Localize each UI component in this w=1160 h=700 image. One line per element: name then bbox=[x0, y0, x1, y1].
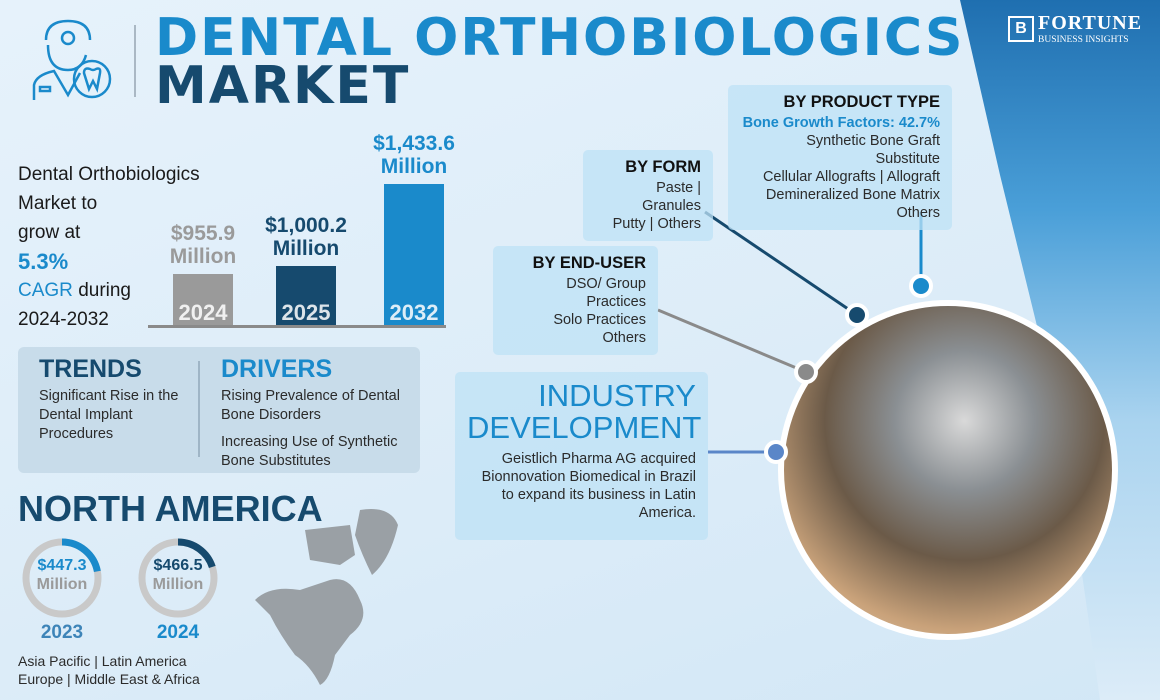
bar-2032: 2032 bbox=[384, 184, 444, 326]
callout-line: Demineralized Bone Matrix bbox=[765, 187, 940, 203]
callout-line: Solo Practices bbox=[553, 312, 646, 328]
forecast-period: 2024-2032 bbox=[18, 309, 109, 330]
donut-value: $466.5 bbox=[153, 557, 203, 574]
driver-item: Rising Prevalence of Dental Bone Disorde… bbox=[221, 388, 400, 423]
callout-line: DSO/ Group Practices bbox=[566, 276, 646, 310]
trend-item: Significant Rise in the Dental Implant P… bbox=[39, 388, 179, 442]
dot-product bbox=[909, 274, 933, 298]
callout-title: BY PRODUCT TYPE bbox=[783, 93, 940, 111]
product-highlight: Bone Growth Factors: 42.7% bbox=[742, 115, 940, 131]
title-line2: MARKET bbox=[155, 56, 411, 116]
dental-xray-photo bbox=[778, 300, 1118, 640]
donut-ring bbox=[22, 538, 102, 618]
dentist-icon bbox=[32, 19, 112, 100]
cagr-label: CAGR bbox=[18, 280, 73, 301]
intro-line: grow at bbox=[18, 222, 81, 243]
bar-value-label: $1,433.6 Million bbox=[373, 132, 455, 178]
region-title: NORTH AMERICA bbox=[18, 488, 323, 529]
industry-title: INDUSTRY bbox=[538, 378, 696, 413]
bar-2024: 2024 bbox=[173, 274, 233, 326]
donut-ring bbox=[138, 538, 218, 618]
chart-baseline bbox=[148, 325, 446, 328]
callout-title: BY END-USER bbox=[532, 254, 646, 272]
bar-value-label: $955.9 Million bbox=[169, 222, 237, 269]
dot-industry bbox=[764, 440, 788, 464]
trends-drivers-box: TRENDS Significant Rise in the Dental Im… bbox=[18, 347, 420, 473]
intro-text: Dental Orthobiologics Market to grow at … bbox=[18, 160, 200, 334]
drivers-title: DRIVERS bbox=[221, 355, 333, 383]
donut-2023: $447.3 Million 2023 bbox=[18, 534, 106, 643]
dot-form bbox=[845, 303, 869, 327]
bar-value-label: $1,000.2 Million bbox=[265, 214, 347, 261]
callout-line: Others bbox=[602, 330, 646, 346]
donut-year: 2023 bbox=[40, 622, 84, 643]
callout-line: Paste | Granules bbox=[642, 180, 701, 214]
connector-end-user bbox=[657, 308, 807, 374]
dot-end-user bbox=[794, 360, 818, 384]
callout-line: Others bbox=[896, 205, 940, 221]
other-regions: Asia Pacific | Latin America bbox=[18, 653, 187, 669]
driver-item: Increasing Use of Synthetic Bone Substit… bbox=[221, 434, 398, 469]
divider bbox=[134, 25, 136, 97]
cagr-value: 5.3% bbox=[18, 249, 69, 274]
callout-product-type: BY PRODUCT TYPE Bone Growth Factors: 42.… bbox=[728, 85, 952, 230]
intro-line: Market to bbox=[18, 193, 98, 214]
north-america-map bbox=[255, 509, 398, 685]
bar-year-label: 2025 bbox=[281, 299, 331, 325]
donut-2024: $466.5 Million 2024 bbox=[134, 534, 222, 643]
bar-year-label: 2032 bbox=[389, 300, 439, 325]
trends-title: TRENDS bbox=[39, 355, 142, 383]
intro-during: during bbox=[78, 280, 132, 301]
callout-line: Putty | Others bbox=[612, 216, 701, 232]
donut-unit: Million bbox=[152, 576, 204, 593]
intro-line: Dental Orthobiologics bbox=[18, 164, 200, 185]
callout-title: BY FORM bbox=[625, 158, 701, 176]
callout-end-user: BY END-USER DSO/ Group Practices Solo Pr… bbox=[493, 246, 658, 355]
box-divider bbox=[198, 361, 200, 457]
bar-year-label: 2024 bbox=[178, 299, 228, 325]
industry-title: DEVELOPMENT bbox=[467, 410, 702, 445]
donut-year: 2024 bbox=[156, 622, 200, 643]
title-line1: DENTAL ORTHOBIOLOGICS bbox=[155, 8, 965, 68]
callout-industry: INDUSTRY DEVELOPMENT Geistlich Pharma AG… bbox=[455, 372, 708, 540]
logo-mark-icon: B bbox=[1008, 15, 1034, 42]
logo-text: FORTUNE bbox=[1038, 12, 1143, 34]
callout-form: BY FORM Paste | Granules Putty | Others bbox=[583, 150, 713, 241]
bar-2025: 2025 bbox=[276, 266, 336, 326]
donut-value: $447.3 bbox=[37, 557, 87, 574]
donut-unit: Million bbox=[36, 576, 88, 593]
fortune-logo: B FORTUNE BUSINESS INSIGHTS bbox=[1008, 12, 1142, 45]
logo-subtext: BUSINESS INSIGHTS bbox=[1038, 35, 1129, 45]
industry-text: Geistlich Pharma AG acquired Bionnovatio… bbox=[481, 451, 696, 521]
other-regions: Europe | Middle East & Africa bbox=[18, 671, 200, 687]
callout-line: Synthetic Bone Graft Substitute bbox=[806, 133, 940, 167]
callout-line: Cellular Allografts | Allograft bbox=[762, 169, 940, 185]
